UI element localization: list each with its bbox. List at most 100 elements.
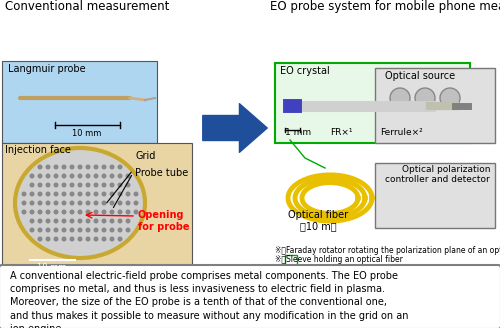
Circle shape (126, 182, 130, 188)
Circle shape (38, 228, 43, 233)
Circle shape (30, 192, 35, 196)
Text: 10 mm: 10 mm (72, 129, 102, 138)
FancyArrowPatch shape (203, 104, 267, 152)
FancyBboxPatch shape (0, 265, 500, 328)
Circle shape (70, 192, 74, 196)
Circle shape (78, 200, 82, 206)
Circle shape (62, 182, 66, 188)
Circle shape (78, 182, 82, 188)
Circle shape (38, 200, 43, 206)
Circle shape (86, 210, 90, 215)
Circle shape (62, 210, 66, 215)
Circle shape (102, 218, 106, 223)
Text: ※１Faraday rotator rotating the polarization plane of an optical light: ※１Faraday rotator rotating the polarizat… (275, 246, 500, 255)
Text: Ferrule×²: Ferrule×² (380, 128, 423, 137)
Circle shape (78, 228, 82, 233)
Circle shape (118, 236, 122, 241)
Circle shape (78, 174, 82, 178)
Circle shape (118, 200, 122, 206)
Circle shape (22, 200, 26, 206)
Circle shape (118, 182, 122, 188)
Text: EO probe system for mobile phone measurements: EO probe system for mobile phone measure… (270, 0, 500, 13)
Circle shape (30, 182, 35, 188)
Text: Optical source: Optical source (385, 71, 455, 81)
Circle shape (38, 236, 43, 241)
Circle shape (22, 192, 26, 196)
Circle shape (126, 192, 130, 196)
Circle shape (102, 182, 106, 188)
Text: Conventional measurement: Conventional measurement (5, 0, 170, 13)
Text: Injection face: Injection face (5, 145, 71, 155)
Circle shape (78, 210, 82, 215)
Text: Optical polarization
controller and detector: Optical polarization controller and dete… (385, 165, 490, 184)
FancyBboxPatch shape (375, 163, 495, 228)
Circle shape (86, 174, 90, 178)
Text: Grid: Grid (135, 151, 156, 161)
FancyBboxPatch shape (275, 63, 470, 143)
Circle shape (110, 165, 114, 170)
Text: 10 mm: 10 mm (38, 263, 66, 272)
Circle shape (110, 228, 114, 233)
Text: Probe tube: Probe tube (135, 168, 188, 178)
Circle shape (102, 200, 106, 206)
Circle shape (134, 200, 138, 206)
Circle shape (70, 210, 74, 215)
Circle shape (126, 200, 130, 206)
Circle shape (86, 228, 90, 233)
Circle shape (94, 182, 98, 188)
Circle shape (118, 174, 122, 178)
Circle shape (54, 218, 59, 223)
Circle shape (134, 210, 138, 215)
Circle shape (110, 174, 114, 178)
Circle shape (118, 218, 122, 223)
Circle shape (78, 165, 82, 170)
Circle shape (126, 174, 130, 178)
Circle shape (94, 218, 98, 223)
Circle shape (54, 236, 59, 241)
Circle shape (94, 200, 98, 206)
Circle shape (94, 228, 98, 233)
FancyBboxPatch shape (375, 68, 495, 143)
Circle shape (110, 192, 114, 196)
Text: ※２Sleeve holding an optical fiber: ※２Sleeve holding an optical fiber (275, 255, 403, 264)
Circle shape (126, 218, 130, 223)
Circle shape (110, 182, 114, 188)
Circle shape (94, 210, 98, 215)
Circle shape (54, 210, 59, 215)
Circle shape (46, 174, 51, 178)
Circle shape (70, 174, 74, 178)
Circle shape (30, 218, 35, 223)
Circle shape (46, 236, 51, 241)
Circle shape (62, 192, 66, 196)
Circle shape (70, 182, 74, 188)
Circle shape (102, 174, 106, 178)
Circle shape (110, 200, 114, 206)
Text: Optical fiber
（10 m）: Optical fiber （10 m） (288, 210, 348, 232)
Circle shape (46, 210, 51, 215)
Circle shape (70, 228, 74, 233)
Text: 1 mm: 1 mm (285, 128, 311, 137)
Circle shape (102, 192, 106, 196)
Text: Langmuir probe: Langmuir probe (8, 64, 86, 74)
Circle shape (54, 165, 59, 170)
Circle shape (118, 210, 122, 215)
Circle shape (126, 228, 130, 233)
Circle shape (118, 228, 122, 233)
Text: FR×¹: FR×¹ (330, 128, 352, 137)
Circle shape (46, 200, 51, 206)
Circle shape (102, 228, 106, 233)
Circle shape (54, 200, 59, 206)
Circle shape (38, 182, 43, 188)
FancyBboxPatch shape (2, 143, 192, 268)
Circle shape (110, 236, 114, 241)
Circle shape (94, 165, 98, 170)
Circle shape (62, 174, 66, 178)
Circle shape (86, 182, 90, 188)
Text: A conventional electric-field probe comprises metal components. The EO probe
com: A conventional electric-field probe comp… (10, 271, 408, 328)
FancyBboxPatch shape (2, 61, 157, 143)
Circle shape (46, 165, 51, 170)
Circle shape (102, 165, 106, 170)
Circle shape (110, 210, 114, 215)
Circle shape (54, 174, 59, 178)
Circle shape (38, 174, 43, 178)
